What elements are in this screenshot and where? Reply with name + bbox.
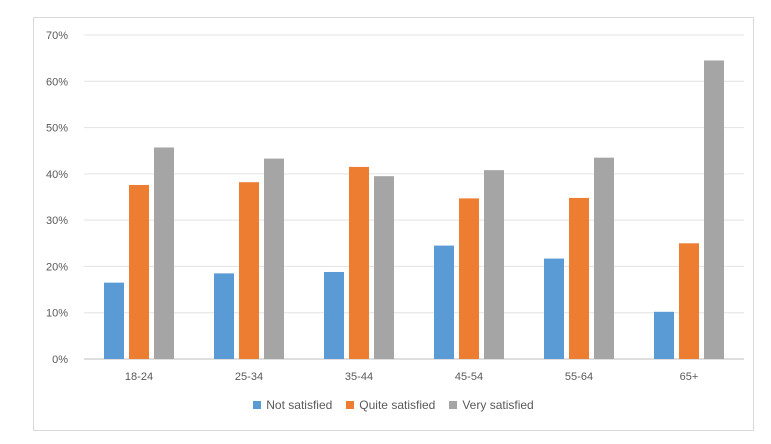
y-tick-label: 60%: [46, 76, 68, 88]
x-tick-label: 35-44: [345, 371, 373, 383]
x-tick-label: 45-54: [455, 371, 483, 383]
legend-swatch-very-satisfied: [449, 401, 458, 409]
bar-not-satisfied-45-54: [434, 245, 454, 359]
y-tick-label: 0%: [52, 354, 68, 366]
legend-label-not-satisfied: Not satisfied: [266, 398, 333, 412]
bar-very-satisfied-18-24: [154, 147, 174, 359]
legend-swatch-quite-satisfied: [346, 401, 355, 409]
bar-very-satisfied-35-44: [374, 176, 394, 359]
bar-very-satisfied-45-54: [484, 170, 504, 359]
y-tick-label: 20%: [46, 261, 68, 273]
legend-item-not-satisfied: Not satisfied: [253, 398, 332, 412]
y-tick-label: 50%: [46, 123, 68, 135]
y-tick-label: 30%: [46, 215, 68, 227]
legend-label-very-satisfied: Very satisfied: [462, 398, 534, 412]
y-tick-label: 40%: [46, 169, 68, 181]
legend-label-quite-satisfied: Quite satisfied: [359, 398, 436, 412]
bar-chart: 0% 10% 20% 30% 40% 50% 60% 70% 18-24 25-34 35-44 45…: [46, 30, 744, 383]
x-tick-label: 18-24: [125, 371, 153, 383]
bar-not-satisfied-18-24: [104, 282, 124, 359]
legend-item-quite-satisfied: Quite satisfied: [346, 398, 435, 412]
bar-quite-satisfied-55-64: [569, 197, 589, 359]
bar-quite-satisfied-35-44: [349, 166, 369, 359]
chart-legend: Not satisfied Quite satisfied Very satis…: [34, 398, 753, 412]
bar-very-satisfied-65plus: [704, 60, 724, 359]
bar-not-satisfied-55-64: [544, 258, 564, 359]
bar-quite-satisfied-25-34: [239, 182, 259, 359]
x-tick-label: 25-34: [235, 371, 263, 383]
bar-quite-satisfied-45-54: [459, 198, 479, 359]
bar-quite-satisfied-65plus: [679, 243, 699, 359]
x-tick-label: 55-64: [565, 371, 593, 383]
y-tick-label: 10%: [46, 308, 68, 320]
bar-not-satisfied-35-44: [324, 271, 344, 359]
bar-not-satisfied-65plus: [654, 311, 674, 359]
chart-frame: 0% 10% 20% 30% 40% 50% 60% 70% 18-24 25-34 35-44 45…: [33, 17, 754, 431]
bar-very-satisfied-55-64: [594, 157, 614, 359]
legend-item-very-satisfied: Very satisfied: [449, 398, 534, 412]
bar-very-satisfied-25-34: [264, 158, 284, 359]
x-tick-label: 65+: [680, 371, 699, 383]
legend-swatch-not-satisfied: [253, 401, 262, 409]
bar-not-satisfied-25-34: [214, 273, 234, 359]
bar-quite-satisfied-18-24: [129, 184, 149, 359]
y-tick-label: 70%: [46, 30, 68, 42]
